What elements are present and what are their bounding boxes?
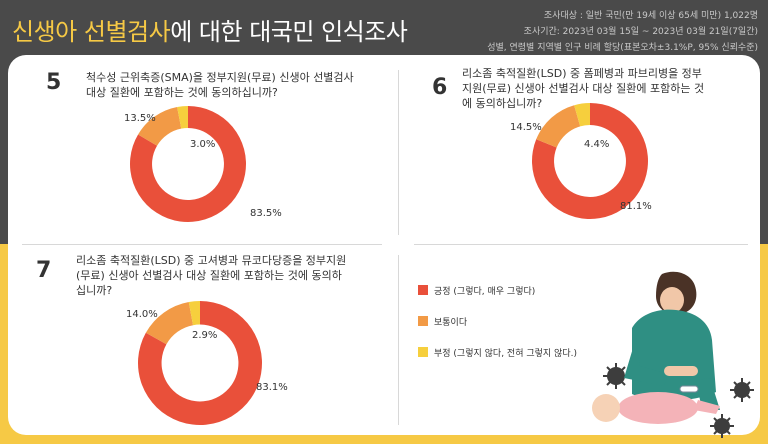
donut-slice-neutral xyxy=(145,302,194,345)
legend-label-agree: 긍정 (그렇다, 매우 그렇다) xyxy=(434,286,536,297)
page-title-highlight: 신생아 선별검사 xyxy=(12,18,171,46)
legend-item-neutral: 보통이다 xyxy=(418,313,577,329)
question-5-neutral-label: 13.5% xyxy=(124,113,156,124)
nurse-figure xyxy=(624,271,720,410)
question-5-disagree-label: 3.0% xyxy=(190,139,216,150)
question-6-line: 지원(무료) 신생아 선별검사 대상 질환에 포함하는 것 xyxy=(462,82,705,95)
legend-item-disagree: 부정 (그렇지 않다, 전혀 그렇지 않다.) xyxy=(418,344,577,360)
question-6-donut-chart xyxy=(532,103,648,219)
legend-swatch-neutral xyxy=(418,316,428,326)
page-title-rest: 에 대한 대국민 인식조사 xyxy=(170,18,408,46)
divider-horizontal-right xyxy=(414,244,748,245)
divider-horizontal-left xyxy=(22,244,382,245)
survey-info: 조사대상 : 일반 국민(만 19세 이상 65세 미만) 1,022명 조사기… xyxy=(487,8,758,56)
question-5-agree-label: 83.5% xyxy=(250,208,282,219)
donut-slice-disagree xyxy=(188,301,200,326)
question-6-agree-label: 81.1% xyxy=(620,201,652,212)
legend-label-disagree: 부정 (그렇지 않다, 전혀 그렇지 않다.) xyxy=(434,348,577,359)
question-5-number: 5 xyxy=(46,70,62,95)
survey-target: 조사대상 : 일반 국민(만 19세 이상 65세 미만) 1,022명 xyxy=(543,11,758,21)
question-7-line: 십니까? xyxy=(76,284,113,297)
question-7-agree-label: 83.1% xyxy=(256,382,288,393)
question-5-donut-chart xyxy=(130,106,246,222)
donut-slice-neutral xyxy=(138,107,182,146)
donut-slice-agree xyxy=(138,301,262,425)
question-7-number: 7 xyxy=(36,258,52,283)
survey-period: 조사기간: 2023년 03월 15일 ~ 2023년 03월 21일(7일간) xyxy=(523,27,758,37)
legend-swatch-agree xyxy=(418,285,428,295)
question-5-line: 척수성 근위축증(SMA)을 정부지원(무료) 신생아 선별검사 xyxy=(86,71,354,84)
donut-slice-neutral xyxy=(536,105,581,148)
question-5-text: 척수성 근위축증(SMA)을 정부지원(무료) 신생아 선별검사 대상 질환에 … xyxy=(86,70,354,100)
question-5-line: 대상 질환에 포함하는 것에 동의하십니까? xyxy=(86,86,278,99)
virus-icon xyxy=(730,378,754,402)
chart-legend: 긍정 (그렇다, 매우 그렇다) 보통이다 부정 (그렇지 않다, 전혀 그렇지… xyxy=(418,282,577,375)
legend-item-agree: 긍정 (그렇다, 매우 그렇다) xyxy=(418,282,577,298)
question-6-line: 에 동의하십니까? xyxy=(462,97,543,110)
survey-method: 성별, 연령별 지역별 인구 비례 할당(표본오차±3.1%P, 95% 신뢰수… xyxy=(487,43,758,53)
divider-vertical-bottom xyxy=(398,255,399,425)
question-7-line: (무료) 신생아 선별검사 대상 질환에 포함하는 것에 동의하 xyxy=(76,269,342,282)
donut-slice-agree xyxy=(532,103,648,219)
question-7-text: 리소좀 축적질환(LSD) 중 고셔병과 뮤코다당증을 정부지원 (무료) 신생… xyxy=(76,253,346,298)
legend-label-neutral: 보통이다 xyxy=(434,317,468,328)
donut-slice-disagree xyxy=(574,103,590,127)
question-6-line: 리소좀 축적질환(LSD) 중 폼페병과 파브리병을 정부 xyxy=(462,67,702,80)
question-6-disagree-label: 4.4% xyxy=(584,139,610,150)
legend-swatch-disagree xyxy=(418,347,428,357)
question-7-donut-chart xyxy=(138,301,262,425)
virus-icon xyxy=(710,414,734,438)
question-7-disagree-label: 2.9% xyxy=(192,330,218,341)
page-title: 신생아 선별검사에 대한 대국민 인식조사 xyxy=(12,12,408,47)
baby-figure xyxy=(592,385,720,424)
virus-icon xyxy=(603,363,629,389)
question-7-line: 리소좀 축적질환(LSD) 중 고셔병과 뮤코다당증을 정부지원 xyxy=(76,254,347,267)
nurse-with-baby-illustration xyxy=(592,271,754,438)
question-7-neutral-label: 14.0% xyxy=(126,309,158,320)
question-6-neutral-label: 14.5% xyxy=(510,122,542,133)
donut-slice-disagree xyxy=(177,106,188,129)
donut-slice-agree xyxy=(130,106,246,222)
question-6-number: 6 xyxy=(432,75,448,100)
question-6-text: 리소좀 축적질환(LSD) 중 폼페병과 파브리병을 정부 지원(무료) 신생아… xyxy=(462,66,704,111)
divider-vertical-top xyxy=(398,70,399,235)
